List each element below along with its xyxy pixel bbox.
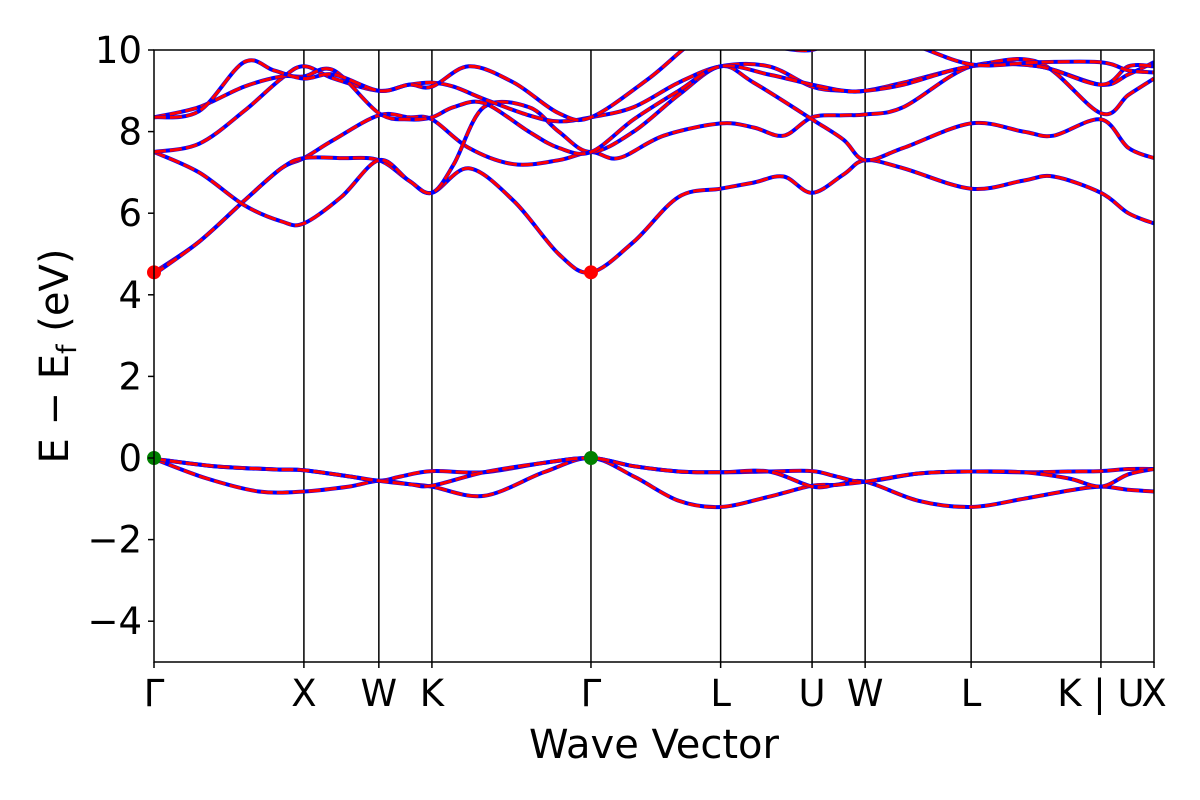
y-tick-label: 6 [118, 192, 142, 235]
band-line-overlay [154, 155, 1154, 276]
high-symmetry-lines [303, 50, 1102, 662]
extrema-markers [147, 265, 598, 465]
band-line-overlay [154, 64, 1154, 227]
y-axis-title-unit: (eV) [32, 249, 78, 345]
plot-frame [153, 49, 1155, 663]
x-tick-label: K | U [1057, 672, 1144, 715]
x-tick-label: U [799, 672, 826, 715]
y-tick-label: 0 [118, 437, 142, 480]
y-tick-label: −4 [87, 600, 142, 643]
x-tick-label: X [1141, 672, 1166, 715]
y-tick-label: 8 [118, 111, 142, 154]
band-line-overlay [154, 62, 1154, 156]
y-axis-title-main: E − E [32, 354, 78, 464]
y-axis-ticks: −4 −2 0 2 4 6 8 10 [87, 29, 154, 643]
x-tick-label: W [361, 672, 398, 715]
x-tick-label: L [710, 672, 731, 715]
band-lines [154, 50, 1154, 510]
y-axis-title: E − Ef (eV) [32, 249, 83, 464]
y-tick-label: −2 [87, 519, 142, 562]
y-tick-label: 4 [118, 274, 142, 317]
x-tick-label: K [420, 672, 446, 715]
x-tick-label: Γ [581, 672, 602, 715]
band-line-overlay [154, 456, 1154, 489]
y-axis-title-sub: f [52, 343, 83, 354]
x-axis-title: Wave Vector [529, 722, 780, 768]
x-tick-label: W [847, 672, 884, 715]
band-line-overlay [154, 456, 1154, 509]
x-tick-label: X [291, 672, 316, 715]
x-tick-label: Γ [144, 672, 165, 715]
band-line-overlay [154, 50, 1154, 122]
y-tick-label: 10 [95, 29, 142, 72]
x-tick-label: L [961, 672, 982, 715]
vbm-marker [583, 451, 598, 465]
y-tick-label: 2 [118, 355, 142, 398]
cbm-marker [583, 265, 598, 280]
